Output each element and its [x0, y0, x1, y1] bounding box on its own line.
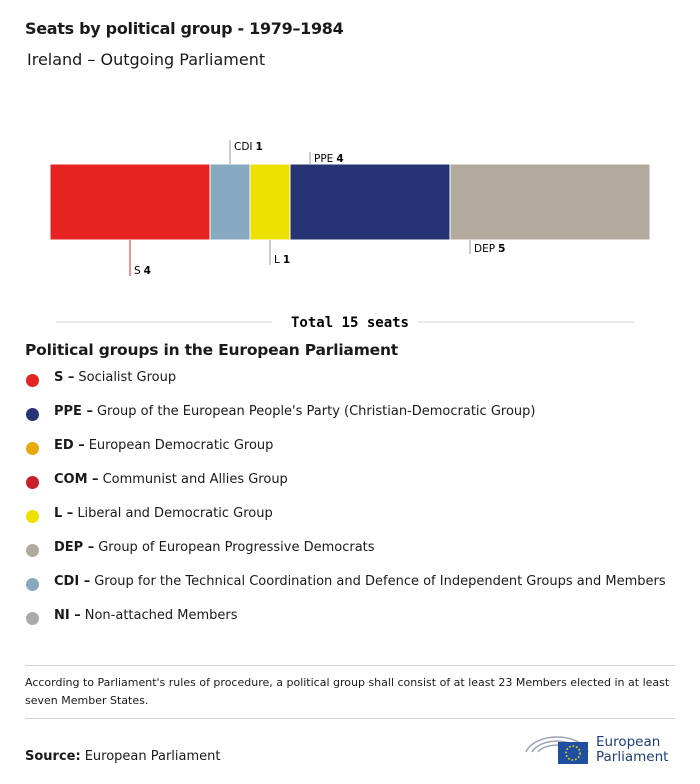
divider	[25, 718, 675, 719]
bar-segment	[49, 163, 211, 241]
legend-abbr: COM –	[54, 472, 99, 487]
legend-name: Group of European Progressive Democrats	[98, 540, 375, 555]
legend-swatch	[26, 408, 39, 421]
segment-value: 4	[144, 265, 151, 277]
legend-item: S – Socialist Group	[25, 370, 685, 404]
legend-abbr: NI –	[54, 608, 81, 623]
chart-title: Seats by political group - 1979–1984	[25, 19, 344, 38]
legend-abbr: ED –	[54, 438, 85, 453]
logo-text: European Parliament	[596, 735, 668, 765]
legend-name: Non-attached Members	[84, 608, 238, 623]
logo-line: Parliament	[596, 749, 669, 765]
segment-label: DEP 5	[474, 243, 505, 255]
segment-value: 1	[256, 141, 263, 153]
legend-name: Group for the Technical Coordination and…	[94, 574, 666, 589]
bar-segment	[289, 163, 451, 241]
legend-title: Political groups in the European Parliam…	[25, 341, 399, 359]
legend-abbr: S –	[54, 370, 75, 385]
legend-abbr: PPE –	[54, 404, 93, 419]
segment-name: S	[134, 265, 141, 277]
legend-abbr: CDI –	[54, 574, 91, 589]
chart-subtitle: Ireland – Outgoing Parliament	[27, 50, 266, 69]
source-text: European Parliament	[84, 749, 221, 764]
legend-swatch	[26, 612, 39, 625]
legend-name: Group of the European People's Party (Ch…	[96, 404, 536, 419]
legend-name: Communist and Allies Group	[102, 472, 288, 487]
legend-swatch	[26, 374, 39, 387]
segment-label: CDI 1	[234, 141, 263, 153]
legend-item: COM – Communist and Allies Group	[25, 472, 685, 506]
legend-item: ED – European Democratic Group	[25, 438, 685, 472]
source: Source: European Parliament	[25, 749, 221, 764]
legend: S – Socialist Group PPE – Group of the Euro…	[25, 370, 685, 642]
legend-item: DEP – Group of European Progressive Democ…	[25, 540, 685, 574]
legend-swatch	[26, 544, 39, 557]
legend-abbr: L –	[54, 506, 74, 521]
legend-name: Socialist Group	[78, 370, 177, 385]
segment-value: 5	[498, 243, 505, 255]
segment-name: DEP	[474, 243, 495, 255]
segment-name: PPE	[314, 153, 333, 165]
legend-item: CDI – Group for the Technical Coordinatio…	[25, 574, 685, 608]
legend-item: PPE – Group of the European People's Part…	[25, 404, 685, 438]
legend-item: NI – Non-attached Members	[25, 608, 685, 642]
logo-mark	[525, 736, 589, 764]
segment-value: 1	[283, 254, 290, 266]
divider	[25, 665, 675, 666]
legend-swatch	[26, 442, 39, 455]
legend-name: European Democratic Group	[88, 438, 274, 453]
legend-abbr: DEP –	[54, 540, 95, 555]
legend-swatch	[26, 578, 39, 591]
segment-value: 4	[336, 153, 343, 165]
legend-name: Liberal and Democratic Group	[77, 506, 273, 521]
legend-item: L – Liberal and Democratic Group	[25, 506, 685, 540]
footnote: According to Parliament's rules of proce…	[25, 676, 670, 707]
segment-name: CDI	[234, 141, 253, 153]
logo-line: European	[596, 734, 661, 750]
bar-segment	[249, 163, 291, 241]
legend-swatch	[26, 510, 39, 523]
bar-segment	[209, 163, 251, 241]
source-label: Source:	[25, 749, 81, 764]
bar-segment	[449, 163, 651, 241]
total-label: Total 15 seats	[291, 315, 409, 331]
segment-label: PPE 4	[314, 153, 344, 165]
segment-name: L	[274, 254, 280, 266]
legend-swatch	[26, 476, 39, 489]
